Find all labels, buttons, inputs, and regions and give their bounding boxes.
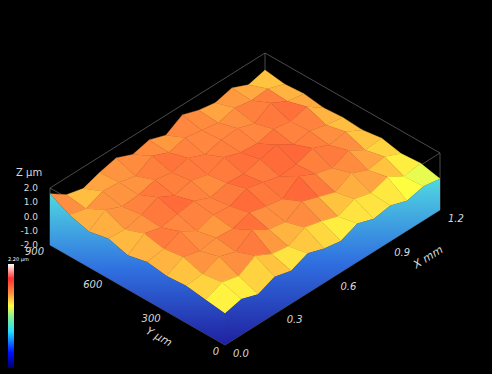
svg-text:600: 600 [83,279,102,290]
svg-text:0: 0 [213,346,219,357]
svg-text:0.9: 0.9 [394,247,410,258]
svg-text:1.0: 1.0 [24,197,39,207]
svg-text:Z µm: Z µm [16,167,42,178]
svg-text:300: 300 [142,313,161,324]
svg-text:0.3: 0.3 [287,314,303,325]
svg-text:900: 900 [24,246,44,257]
svg-text:X mm: X mm [410,243,445,272]
svg-text:-2.0: -2.0 [20,240,38,250]
svg-text:0.0: 0.0 [233,348,249,359]
svg-text:Y µm: Y µm [144,324,175,349]
svg-text:0.0: 0.0 [24,212,39,222]
svg-text:2.20 µm: 2.20 µm [8,256,29,263]
svg-text:0.6: 0.6 [341,281,357,292]
svg-text:2.0: 2.0 [24,183,39,193]
svg-text:-1.0: -1.0 [20,226,38,236]
svg-text:1.2: 1.2 [448,213,464,224]
